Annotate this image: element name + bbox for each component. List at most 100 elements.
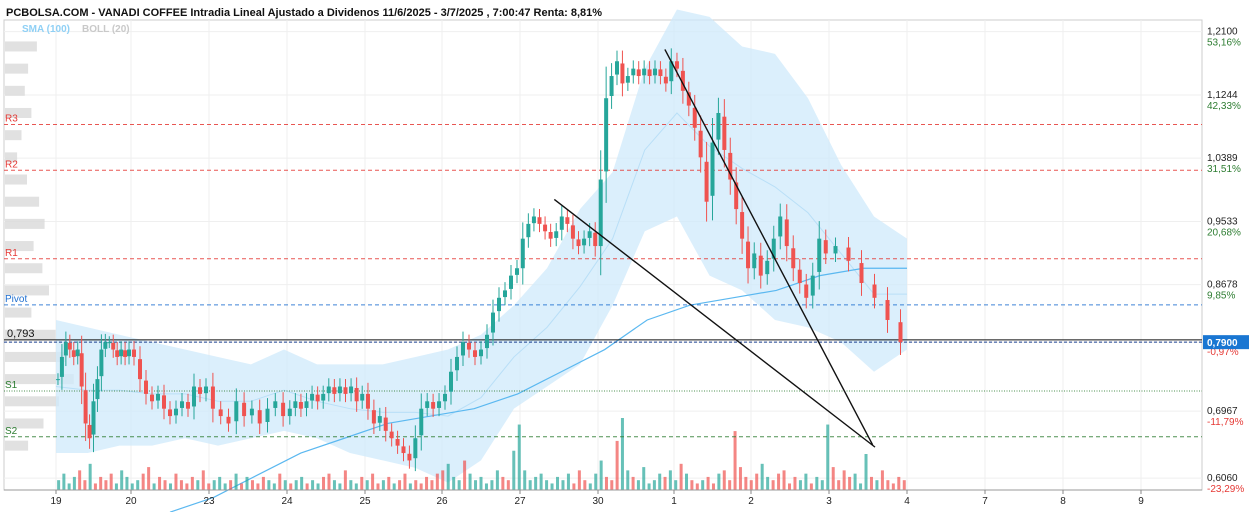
volume-bar: [539, 473, 543, 490]
level-label-r2: R2: [5, 159, 18, 170]
volume-profile-bar: [5, 285, 49, 296]
candlesticks: [55, 48, 903, 472]
candle-body: [704, 161, 709, 202]
trendline-2: [664, 49, 874, 446]
volume-bar: [425, 476, 429, 490]
volume-bar: [690, 480, 694, 490]
x-tick-label: 4: [904, 496, 910, 507]
candle-body: [859, 263, 864, 284]
candle-body: [343, 387, 348, 394]
candle-body: [784, 219, 789, 247]
volume-bar: [332, 480, 336, 490]
candle-body: [710, 142, 715, 196]
volume-bar: [327, 473, 331, 490]
volume-bar: [880, 470, 884, 490]
volume-bar: [67, 483, 71, 490]
candle-body: [746, 241, 751, 269]
pivot-levels: R3 R2 R1 Pivot S1 S2 0,793: [4, 113, 1202, 438]
volume-bar: [820, 480, 824, 490]
candle-body: [111, 342, 116, 350]
volume-profile-bar: [5, 196, 40, 207]
candle-body: [287, 408, 292, 417]
volume-profile-bar: [5, 41, 37, 52]
candle-body: [315, 394, 320, 402]
volume-bar: [711, 483, 715, 490]
candle-body: [653, 68, 657, 76]
y-tick-percent: 9,85%: [1207, 291, 1235, 302]
candle-body: [846, 247, 851, 261]
candle-body: [75, 349, 80, 357]
candle-body: [389, 431, 394, 439]
volume-bar: [804, 473, 808, 490]
candle-body: [168, 409, 172, 417]
candle-body: [734, 182, 739, 210]
candle-body: [257, 410, 262, 424]
volume-bar: [185, 483, 189, 490]
candle-body: [144, 380, 148, 394]
candle-body: [99, 349, 104, 377]
volume-profile-bar: [5, 440, 29, 451]
candle-body: [548, 232, 553, 239]
volume-bar: [120, 470, 124, 490]
y-tick-label: 0,6060: [1207, 473, 1238, 484]
volume-bar: [837, 480, 841, 490]
indicator-sma-label: SMA (100): [22, 24, 70, 35]
volume-bar: [381, 480, 385, 490]
candle-body: [103, 342, 108, 349]
candle-body: [242, 402, 247, 417]
x-tick-label: 8: [1060, 496, 1066, 507]
candle-body: [485, 334, 489, 349]
volume-bar: [744, 476, 748, 490]
volume-profile-bar: [5, 218, 45, 229]
candle-body: [461, 342, 465, 356]
candle-body: [823, 240, 828, 254]
volume-profile-bar: [5, 418, 44, 429]
volume-bar: [788, 483, 792, 490]
candle-body: [716, 112, 721, 140]
candle-body: [625, 76, 630, 83]
candle-body: [479, 349, 483, 357]
volume-profile-bar: [5, 396, 59, 407]
volume-bar: [179, 480, 183, 490]
candle-body: [642, 68, 647, 76]
volume-bar: [749, 480, 753, 490]
candle-body: [71, 350, 76, 357]
candle-body: [554, 231, 559, 238]
sma-line: [169, 267, 907, 513]
volume-bar: [267, 480, 271, 490]
candle-body: [570, 225, 575, 239]
volume-bar: [777, 473, 781, 490]
volume-bar: [300, 476, 304, 490]
y-tick-percent: -0,97%: [1207, 347, 1239, 358]
candle-body: [631, 68, 636, 76]
candle-body: [419, 408, 424, 436]
candle-body: [91, 401, 96, 435]
volume-bar: [201, 470, 205, 490]
last-price-tag-label: 0,7900: [1207, 338, 1238, 349]
volume-bar: [620, 418, 624, 490]
candle-body: [150, 394, 154, 402]
candle-body: [365, 393, 370, 409]
volume-bar: [468, 473, 472, 490]
y-tick-percent: 53,16%: [1207, 38, 1241, 49]
volume-bar: [261, 476, 265, 490]
candle-body: [473, 350, 477, 357]
volume-bar: [793, 476, 797, 490]
volume-bar: [663, 476, 667, 490]
candle-body: [63, 342, 68, 356]
volume-bar: [88, 463, 92, 490]
y-tick-label: 0,6967: [1207, 406, 1238, 417]
candle-body: [132, 349, 136, 357]
volume-profile-bar: [5, 130, 22, 141]
volume-bar: [419, 483, 423, 490]
candle-body: [360, 393, 365, 401]
volume-bar: [897, 476, 901, 490]
candle-body: [497, 297, 501, 312]
volume-bar: [125, 476, 129, 490]
candle-body: [797, 269, 802, 284]
volume-bar: [398, 480, 402, 490]
candle-body: [67, 342, 72, 350]
candle-body: [431, 402, 436, 409]
candle-body: [898, 322, 903, 343]
